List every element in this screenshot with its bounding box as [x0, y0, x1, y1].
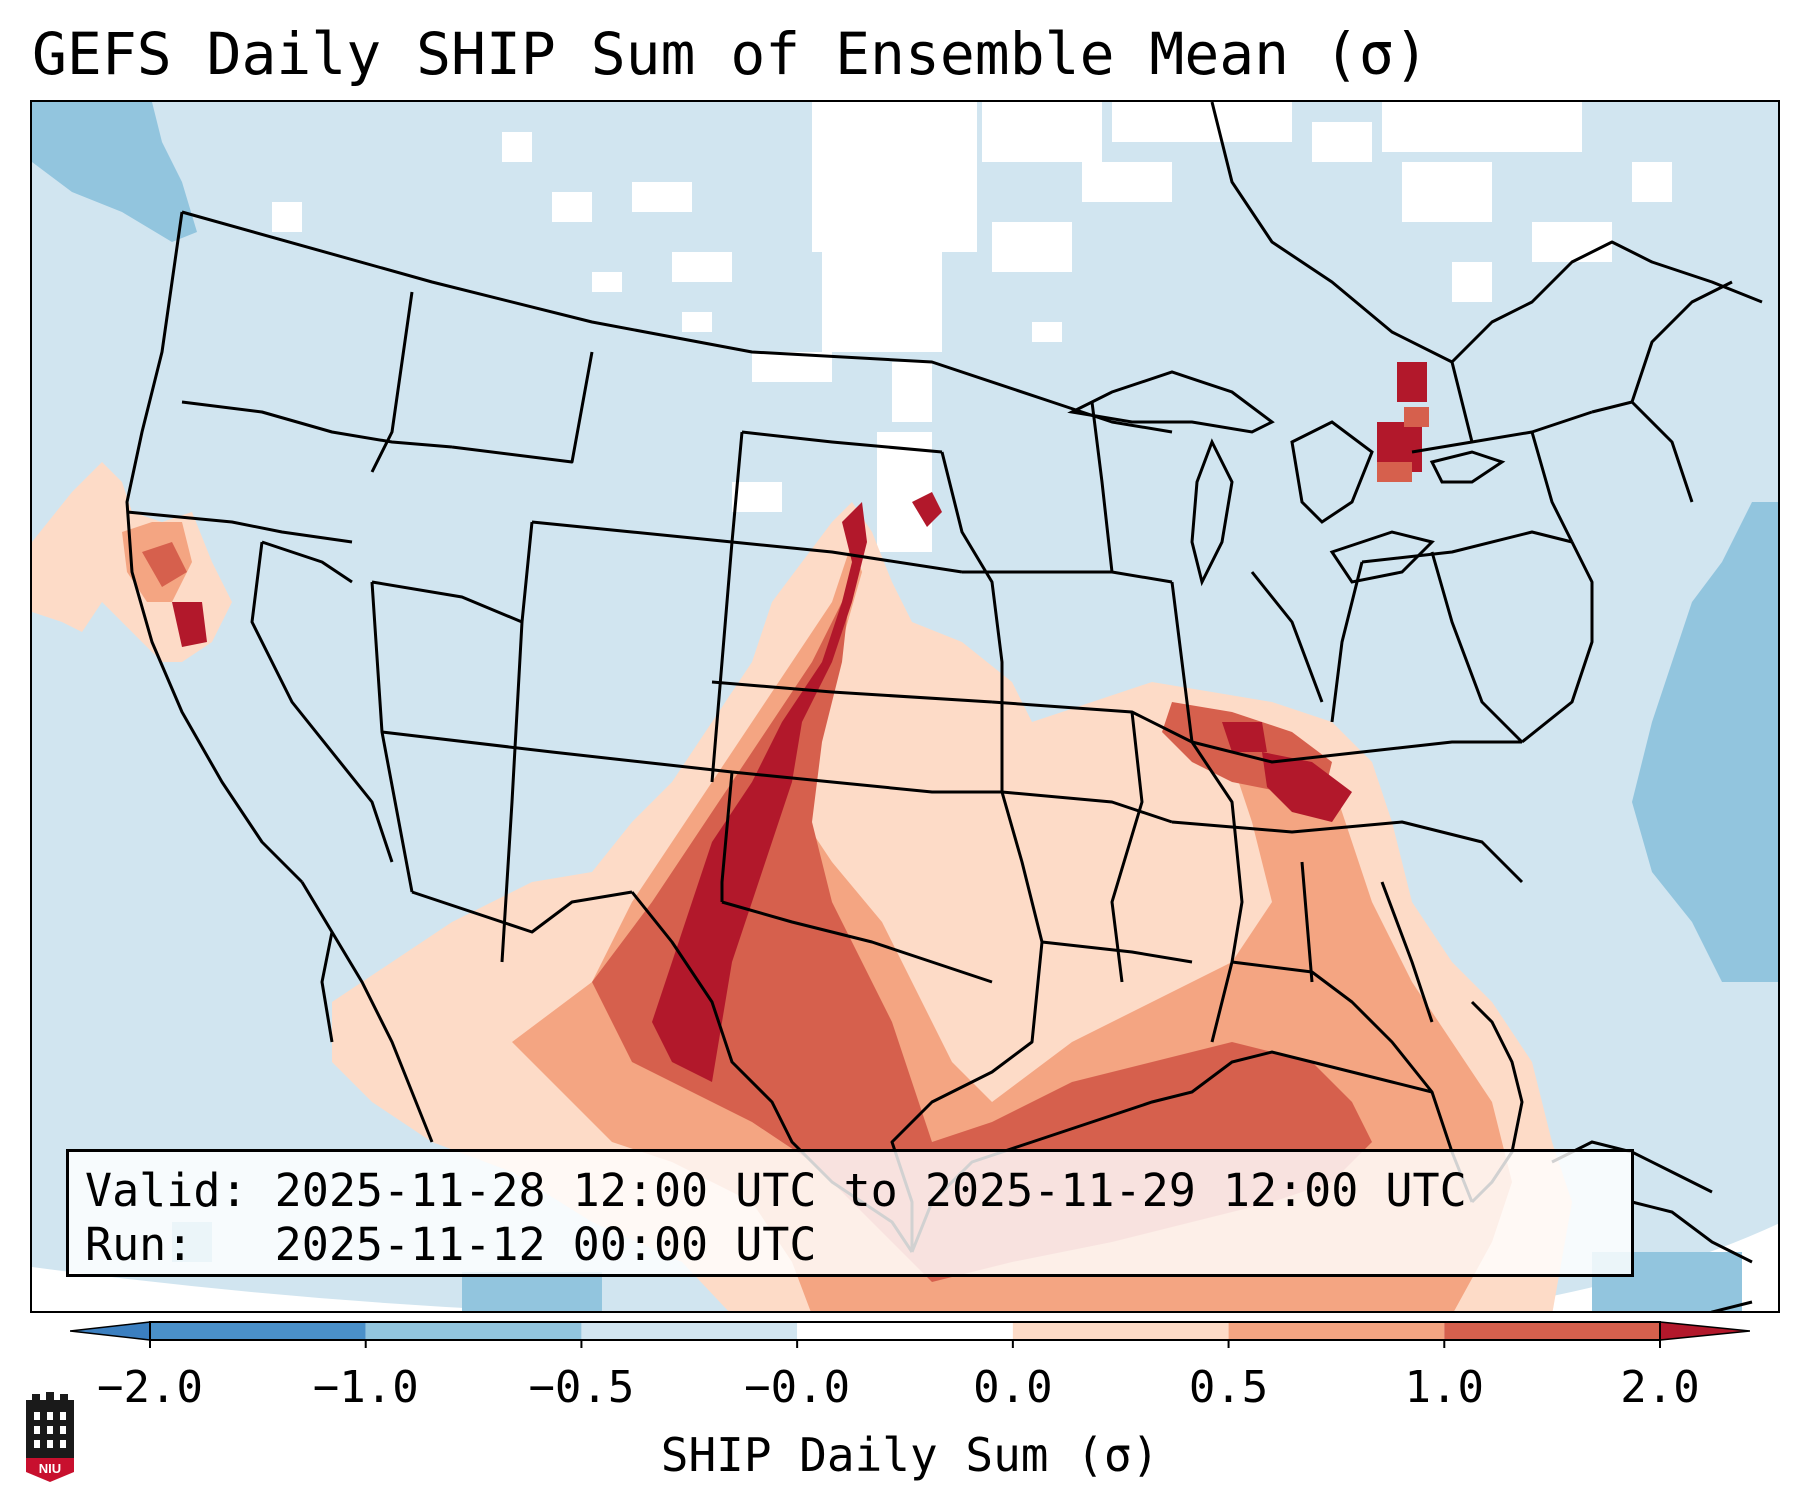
negative-anomaly-regions: [32, 102, 1778, 1311]
projection-edge-left: [32, 1267, 523, 1311]
colorbar-bin: [797, 1322, 1013, 1340]
colorbar-label: SHIP Daily Sum (σ): [660, 1428, 1160, 1482]
run-time-line: Run: 2025-11-12 00:00 UTC: [85, 1218, 817, 1271]
colorbar-tick-label: −1.0: [312, 1362, 419, 1413]
colorbar-tick-label: −2.0: [97, 1362, 203, 1413]
colorbar: [70, 1321, 1750, 1348]
colorbar-bin: [1012, 1322, 1229, 1340]
map-canvas: [32, 102, 1778, 1311]
colorbar-bin: [581, 1322, 798, 1340]
colorbar-extend-low: [70, 1321, 151, 1341]
niu-logo-text: NIU: [39, 1461, 61, 1476]
colorbar-ticks: [149, 1340, 1661, 1348]
map-panel: [30, 100, 1780, 1313]
colorbar-tick-label: 1.0: [1404, 1362, 1485, 1413]
great-lakes: [1067, 370, 1506, 587]
near-zero-north-region: [272, 102, 1672, 552]
colorbar-tick-label: −0.0: [744, 1362, 851, 1413]
colorbar-bin: [365, 1322, 582, 1340]
colorbar-tick-label: 0.0: [973, 1362, 1053, 1413]
colorbar-bin: [1228, 1322, 1445, 1340]
great-lakes-anomaly: [1377, 362, 1429, 482]
state-borders: [125, 102, 1763, 1253]
colorbar-extend-high: [1659, 1321, 1750, 1341]
valid-run-info-box: Valid: 2025-11-28 12:00 UTC to 2025-11-2…: [66, 1149, 1634, 1277]
colorbar-tick-label: 0.5: [1188, 1362, 1269, 1413]
colorbar-outline: [149, 1321, 1661, 1341]
colorbar-tick-label: 2.0: [1620, 1362, 1700, 1413]
niu-logo: NIU: [26, 1392, 74, 1482]
chart-title: GEFS Daily SHIP Sum of Ensemble Mean (σ): [32, 20, 1429, 88]
colorbar-bins: [70, 1321, 1750, 1341]
colorbar-bin: [150, 1322, 366, 1340]
valid-time-line: Valid: 2025-11-28 12:00 UTC to 2025-11-2…: [85, 1164, 1467, 1217]
southern-positive-anomaly: [332, 492, 1572, 1311]
colorbar-tick-label: −0.5: [528, 1362, 635, 1413]
colorbar-bin: [1444, 1322, 1660, 1340]
